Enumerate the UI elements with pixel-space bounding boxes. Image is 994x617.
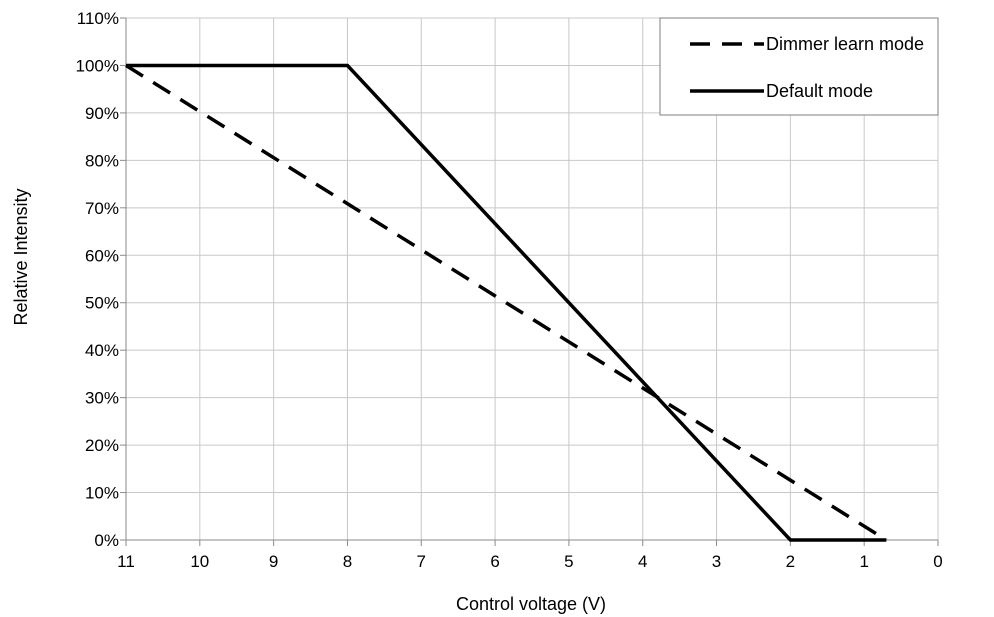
y-axis-title: Relative Intensity bbox=[11, 188, 31, 325]
legend-label: Dimmer learn mode bbox=[766, 34, 924, 54]
plot-area bbox=[125, 63, 888, 542]
legend: Dimmer learn mode Default mode bbox=[659, 17, 939, 116]
y-tick-label: 70% bbox=[85, 199, 119, 218]
y-tick-label: 110% bbox=[77, 9, 119, 28]
y-tick-label: 0% bbox=[94, 531, 119, 550]
x-axis-title: Control voltage (V) bbox=[456, 594, 606, 614]
series-line-dimmer-learn-mode bbox=[125, 64, 888, 542]
x-tick-label: 10 bbox=[190, 552, 209, 571]
x-tick-label: 9 bbox=[269, 552, 278, 571]
x-tick-label: 7 bbox=[417, 552, 426, 571]
x-tick-label: 2 bbox=[786, 552, 795, 571]
series-line-default-mode bbox=[126, 63, 887, 542]
y-tick-label: 20% bbox=[85, 436, 119, 455]
x-tick-label: 1 bbox=[859, 552, 868, 571]
y-tick-label: 90% bbox=[85, 104, 119, 123]
y-tick-label: 60% bbox=[85, 246, 119, 265]
legend-box bbox=[659, 17, 939, 116]
y-tick-label: 50% bbox=[85, 294, 119, 313]
x-tick-label: 0 bbox=[933, 552, 942, 571]
x-tick-label: 3 bbox=[712, 552, 721, 571]
x-tick-label: 6 bbox=[490, 552, 499, 571]
y-tick-label: 40% bbox=[85, 341, 119, 360]
y-tick-label: 100% bbox=[76, 56, 119, 75]
y-tick-label: 80% bbox=[85, 151, 119, 170]
x-tick-label: 11 bbox=[117, 552, 135, 571]
grid bbox=[126, 17, 939, 540]
x-tick-label: 5 bbox=[564, 552, 573, 571]
x-tick-label: 4 bbox=[638, 552, 647, 571]
x-tick-label: 8 bbox=[343, 552, 352, 571]
y-tick-label: 30% bbox=[85, 389, 119, 408]
y-tick-label: 10% bbox=[85, 484, 119, 503]
legend-label: Default mode bbox=[766, 81, 873, 101]
